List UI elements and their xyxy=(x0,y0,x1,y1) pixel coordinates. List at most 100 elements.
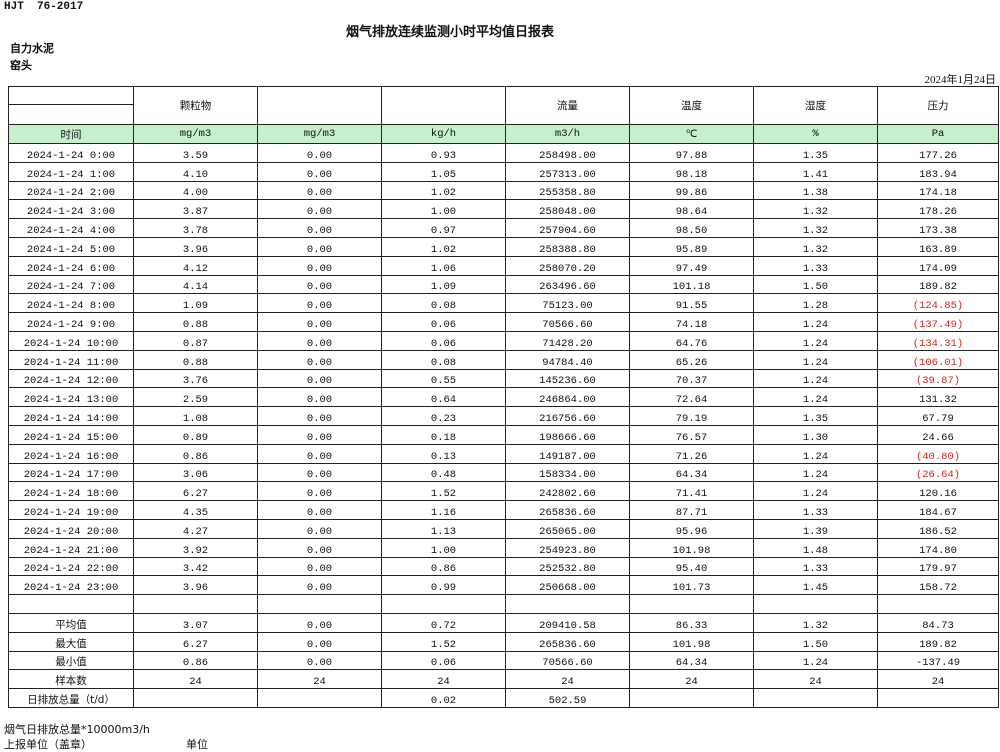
table-cell: 255358.80 xyxy=(505,180,630,201)
table-cell: 184.67 xyxy=(877,500,999,520)
table-cell: 1.05 xyxy=(381,161,506,182)
table-cell xyxy=(505,594,630,614)
table-cell: 1.06 xyxy=(381,255,506,276)
table-cell: 1.00 xyxy=(381,537,506,558)
table-cell: (40.80) xyxy=(877,443,999,464)
report-table: 颗粒物 流量 温度 湿度 压力 时间 mg/m3 mg/m3 kg/h m3/h ℃% Pa 2024-… xyxy=(8,86,999,708)
table-cell: 1.33 xyxy=(753,500,878,520)
table-cell: 76.57 xyxy=(629,424,754,445)
footer-note: 烟气日排放总量*10000m3/h xyxy=(4,723,150,736)
table-cell xyxy=(8,594,134,614)
table-cell: 84.73 xyxy=(877,612,999,633)
summary-row: 日排放总量（t/d） 0.02 502.59 xyxy=(8,688,999,708)
table-cell: 0.00 xyxy=(257,406,382,426)
table-cell: 95.89 xyxy=(629,236,754,257)
table-cell: 0.88 xyxy=(133,312,258,332)
table-cell: 173.38 xyxy=(877,218,999,238)
table-cell: 163.89 xyxy=(877,236,999,257)
table-cell: 24 xyxy=(505,669,630,690)
table-cell: 258388.80 xyxy=(505,236,630,257)
table-cell: 0.00 xyxy=(257,312,382,332)
table-cell: 2024-1-24 7:00 xyxy=(8,274,134,295)
table-cell: 24 xyxy=(257,669,382,690)
table-cell: 样本数 xyxy=(8,669,134,690)
table-cell: 257313.00 xyxy=(505,161,630,182)
data-row: 2024-1-24 17:00 3.06 0.00 0.48 158334.00 64.3… xyxy=(8,462,999,483)
table-cell: 67.79 xyxy=(877,406,999,426)
table-cell: 0.99 xyxy=(381,575,506,596)
table-cell: 2024-1-24 2:00 xyxy=(8,180,134,201)
table-cell: 2.59 xyxy=(133,387,258,408)
table-cell: 99.86 xyxy=(629,180,754,201)
table-cell: 1.35 xyxy=(753,143,878,163)
table-cell: mg/m3 xyxy=(133,124,258,144)
table-cell: 2024-1-24 10:00 xyxy=(8,330,134,351)
table-cell: 0.00 xyxy=(257,180,382,201)
table-cell: 0.00 xyxy=(257,143,382,163)
table-cell: 101.18 xyxy=(629,274,754,295)
table-cell: 131.32 xyxy=(877,387,999,408)
table-cell: 1.24 xyxy=(753,368,878,389)
data-row: 2024-1-24 19:00 4.35 0.00 1.16 265836.60 87.7… xyxy=(8,500,999,520)
table-cell: 1.16 xyxy=(381,500,506,520)
table-cell: 2024-1-24 12:00 xyxy=(8,368,134,389)
table-cell: 1.30 xyxy=(753,424,878,445)
table-cell: ℃ xyxy=(629,124,754,144)
table-cell: 0.00 xyxy=(257,481,382,502)
table-cell: 2024-1-24 1:00 xyxy=(8,161,134,182)
table-cell: 1.50 xyxy=(753,631,878,652)
table-cell: 186.52 xyxy=(877,518,999,539)
table-cell: 0.06 xyxy=(381,330,506,351)
table-cell: 198666.60 xyxy=(505,424,630,445)
table-cell: 0.86 xyxy=(133,650,258,671)
table-cell: 1.52 xyxy=(381,481,506,502)
table-cell: 2024-1-24 14:00 xyxy=(8,406,134,426)
table-cell: 颗粒物 xyxy=(133,86,258,125)
table-cell: 1.24 xyxy=(753,443,878,464)
data-row: 2024-1-24 4:00 3.78 0.00 0.97 257904.60 98.50… xyxy=(8,218,999,238)
table-cell: 1.32 xyxy=(753,612,878,633)
units-row: 时间 mg/m3 mg/m3 kg/h m3/h ℃% Pa xyxy=(8,124,999,144)
table-cell: 189.82 xyxy=(877,274,999,295)
data-row: 2024-1-24 15:00 0.89 0.00 0.18 198666.60 76.5… xyxy=(8,424,999,445)
table-cell: 2024-1-24 16:00 xyxy=(8,443,134,464)
table-cell: 1.24 xyxy=(753,312,878,332)
table-cell: 0.02 xyxy=(381,688,506,708)
table-cell: 0.00 xyxy=(257,462,382,483)
table-cell: 242802.60 xyxy=(505,481,630,502)
table-cell: 1.08 xyxy=(133,406,258,426)
table-cell: 日排放总量（t/d） xyxy=(8,688,134,708)
data-row: 2024-1-24 1:00 4.10 0.00 1.05 257313.00 98.18… xyxy=(8,161,999,182)
table-cell: 1.02 xyxy=(381,180,506,201)
table-cell: 71.41 xyxy=(629,481,754,502)
table-cell: m3/h xyxy=(505,124,630,144)
table-cell: mg/m3 xyxy=(257,124,382,144)
table-cell: 0.00 xyxy=(257,500,382,520)
table-cell: 3.76 xyxy=(133,368,258,389)
table-cell: 97.88 xyxy=(629,143,754,163)
table-cell: 4.10 xyxy=(133,161,258,182)
table-cell: 1.00 xyxy=(381,199,506,220)
table-cell: 4.35 xyxy=(133,500,258,520)
table-cell: 2024-1-24 0:00 xyxy=(8,143,134,163)
table-cell: 95.40 xyxy=(629,556,754,577)
location: 窑头 xyxy=(10,59,32,72)
table-cell: 0.00 xyxy=(257,255,382,276)
table-cell: 24 xyxy=(629,669,754,690)
table-cell: 0.00 xyxy=(257,368,382,389)
table-cell: 70566.60 xyxy=(505,312,630,332)
data-row: 2024-1-24 21:00 3.92 0.00 1.00 254923.80 101.… xyxy=(8,537,999,558)
table-cell: 0.00 xyxy=(257,293,382,314)
data-row: 2024-1-24 9:00 0.88 0.00 0.06 70566.60 74.18 1… xyxy=(8,312,999,332)
table-cell xyxy=(8,86,134,125)
table-cell: 0.06 xyxy=(381,312,506,332)
table-cell: (124.85) xyxy=(877,293,999,314)
table-cell: 2024-1-24 23:00 xyxy=(8,575,134,596)
table-cell: 258048.00 xyxy=(505,199,630,220)
table-cell: 1.24 xyxy=(753,481,878,502)
table-cell: 1.33 xyxy=(753,556,878,577)
data-row: 2024-1-24 10:00 0.87 0.00 0.06 71428.20 64.76… xyxy=(8,330,999,351)
data-row: 2024-1-24 3:00 3.87 0.00 1.00 258048.00 98.64… xyxy=(8,199,999,220)
table-cell: 1.50 xyxy=(753,274,878,295)
table-cell: 177.26 xyxy=(877,143,999,163)
